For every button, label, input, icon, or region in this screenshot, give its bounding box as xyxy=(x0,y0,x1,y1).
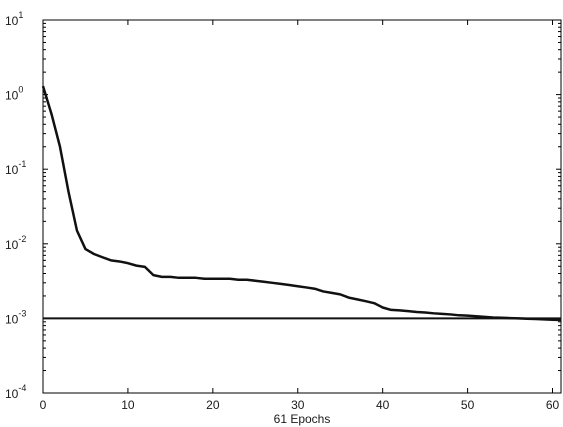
y-tick-label: 10-2 xyxy=(5,234,26,252)
y-tick-label: 100 xyxy=(5,85,23,103)
x-tick-label: 50 xyxy=(461,398,475,412)
x-tick-label: 10 xyxy=(121,398,135,412)
y-tick-label: 10-1 xyxy=(5,159,26,177)
y-tick-label: 10-3 xyxy=(5,308,26,326)
y-tick-label: 101 xyxy=(5,10,23,28)
x-tick-label: 30 xyxy=(291,398,305,412)
x-tick-label: 40 xyxy=(376,398,390,412)
y-tick-label: 10-4 xyxy=(5,383,26,401)
x-tick-label: 20 xyxy=(206,398,220,412)
training-curve xyxy=(41,85,562,322)
plot-area xyxy=(42,19,562,394)
x-tick-label: 0 xyxy=(40,398,47,412)
x-tick-label: 60 xyxy=(546,398,560,412)
series-group xyxy=(41,85,562,322)
x-axis-label: 61 Epochs xyxy=(274,412,331,426)
ticks-group xyxy=(42,19,561,394)
tick-labels-group: 0 10 20 30 40 50 60 10-4 10-3 10-2 10-1 100 101 xyxy=(5,10,560,412)
